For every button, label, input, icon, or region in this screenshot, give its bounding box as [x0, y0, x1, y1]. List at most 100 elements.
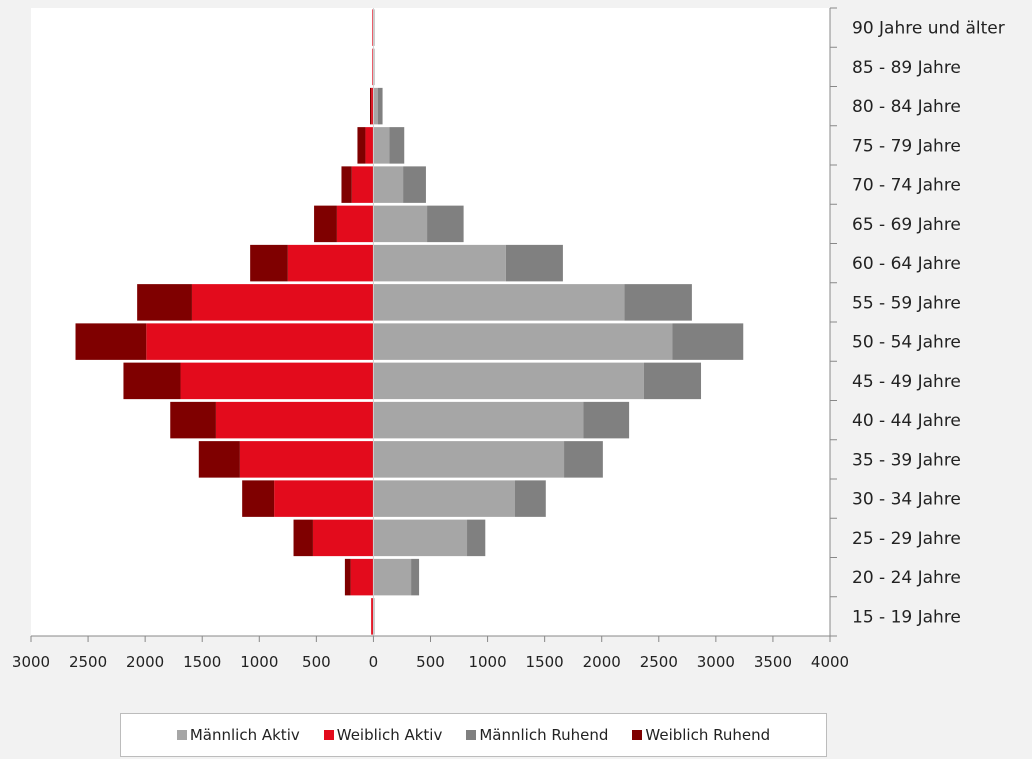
bar-maennlich-aktiv [373, 87, 378, 125]
bar-maennlich-ruhend [403, 166, 426, 203]
x-tick-label: 3500 [754, 653, 792, 671]
bar-weiblich-ruhend [357, 127, 366, 164]
x-tick-label: 2500 [69, 653, 107, 671]
bar-maennlich-ruhend [427, 205, 464, 243]
bar-maennlich-aktiv [373, 166, 404, 203]
category-label: 70 - 74 Jahre [852, 176, 961, 196]
bar-weiblich-aktiv [372, 48, 374, 86]
bar-maennlich-ruhend [624, 284, 692, 321]
bars-layer [75, 9, 744, 635]
legend: Männlich Aktiv Weiblich Aktiv Männlich R… [120, 713, 827, 757]
bar-maennlich-ruhend [583, 401, 630, 439]
bar-weiblich-aktiv [372, 9, 374, 46]
bar-weiblich-ruhend [250, 244, 288, 282]
bar-weiblich-ruhend [137, 284, 192, 321]
bar-weiblich-aktiv [274, 480, 374, 517]
bar-maennlich-ruhend [643, 362, 702, 400]
bar-maennlich-aktiv [373, 127, 390, 164]
x-tick-label: 2000 [583, 653, 621, 671]
bar-weiblich-aktiv [336, 205, 374, 243]
x-tick-label: 1000 [468, 653, 506, 671]
bar-weiblich-ruhend [314, 205, 337, 243]
x-tick-label: 4000 [811, 653, 849, 671]
legend-label: Männlich Ruhend [479, 726, 609, 744]
bar-weiblich-ruhend [75, 323, 147, 360]
bar-maennlich-aktiv [373, 441, 565, 478]
bar-maennlich-ruhend [467, 519, 486, 557]
bar-maennlich-ruhend [505, 244, 563, 282]
bar-maennlich-aktiv [373, 9, 375, 46]
bar-weiblich-aktiv [312, 519, 374, 557]
bar-maennlich-ruhend [564, 441, 603, 478]
legend-swatch-weiblich-aktiv [323, 730, 334, 740]
category-label: 85 - 89 Jahre [852, 58, 961, 78]
category-label: 60 - 64 Jahre [852, 254, 961, 274]
legend-item-weiblich-ruhend: Weiblich Ruhend [632, 726, 770, 744]
category-label: 90 Jahre und älter [852, 19, 1005, 39]
bar-maennlich-aktiv [373, 519, 468, 557]
bar-weiblich-ruhend [198, 441, 240, 478]
x-tick-label: 1500 [183, 653, 221, 671]
bar-weiblich-aktiv [371, 87, 374, 125]
bar-maennlich-aktiv [373, 48, 375, 86]
bar-maennlich-aktiv [373, 205, 428, 243]
category-label: 25 - 29 Jahre [852, 529, 961, 549]
category-label: 40 - 44 Jahre [852, 411, 961, 431]
x-tick-label: 1500 [526, 653, 564, 671]
bar-maennlich-ruhend [514, 480, 546, 517]
category-label: 45 - 49 Jahre [852, 372, 961, 392]
x-tick-label: 500 [416, 653, 445, 671]
category-label: 75 - 79 Jahre [852, 136, 961, 156]
bar-weiblich-aktiv [350, 558, 374, 596]
bar-weiblich-ruhend [242, 480, 275, 517]
bar-weiblich-aktiv [215, 401, 374, 439]
x-tick-label: 2000 [126, 653, 164, 671]
bar-maennlich-aktiv [373, 244, 506, 282]
category-label: 50 - 54 Jahre [852, 333, 961, 353]
bar-maennlich-aktiv [373, 401, 584, 439]
bar-weiblich-aktiv [146, 323, 374, 360]
bar-weiblich-aktiv [239, 441, 374, 478]
bar-weiblich-aktiv [287, 244, 374, 282]
legend-label: Weiblich Aktiv [336, 726, 443, 744]
bar-maennlich-ruhend [672, 323, 744, 360]
bar-weiblich-aktiv [191, 284, 374, 321]
category-label: 55 - 59 Jahre [852, 293, 961, 313]
bar-maennlich-aktiv [373, 362, 644, 400]
bar-weiblich-aktiv [371, 598, 374, 635]
bar-weiblich-aktiv [351, 166, 374, 203]
bar-maennlich-aktiv [373, 480, 515, 517]
category-label: 65 - 69 Jahre [852, 215, 961, 235]
bar-maennlich-aktiv [373, 323, 673, 360]
bar-weiblich-aktiv [180, 362, 374, 400]
legend-item-maennlich-aktiv: Männlich Aktiv [176, 726, 300, 744]
category-label: 35 - 39 Jahre [852, 450, 961, 470]
category-label: 15 - 19 Jahre [852, 607, 961, 627]
legend-swatch-maennlich-ruhend [466, 730, 477, 740]
category-label: 80 - 84 Jahre [852, 97, 961, 117]
bar-weiblich-ruhend [344, 558, 351, 596]
bar-maennlich-aktiv [373, 284, 625, 321]
bar-weiblich-ruhend [341, 166, 352, 203]
x-tick-label: 1000 [240, 653, 278, 671]
legend-label: Weiblich Ruhend [645, 726, 771, 744]
bar-weiblich-aktiv [365, 127, 374, 164]
x-tick-label: 3000 [697, 653, 735, 671]
bar-weiblich-ruhend [370, 87, 372, 125]
legend-swatch-weiblich-ruhend [632, 730, 643, 740]
x-tick-label: 3000 [12, 653, 50, 671]
bar-maennlich-aktiv [373, 558, 412, 596]
bar-maennlich-ruhend [411, 558, 420, 596]
x-tick-label: 0 [369, 653, 379, 671]
bar-weiblich-ruhend [293, 519, 313, 557]
bar-weiblich-ruhend [123, 362, 181, 400]
bar-maennlich-ruhend [377, 87, 383, 125]
bar-weiblich-ruhend [170, 401, 216, 439]
category-label: 30 - 34 Jahre [852, 490, 961, 510]
legend-item-weiblich-aktiv: Weiblich Aktiv [323, 726, 443, 744]
category-label: 20 - 24 Jahre [852, 568, 961, 588]
x-tick-label: 500 [302, 653, 331, 671]
bar-maennlich-ruhend [389, 127, 405, 164]
legend-item-maennlich-ruhend: Männlich Ruhend [466, 726, 608, 744]
